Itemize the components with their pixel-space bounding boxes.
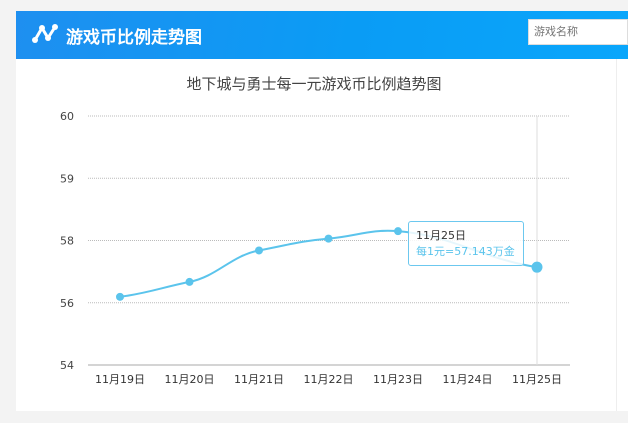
data-point (324, 234, 333, 243)
chart-tooltip: 11月25日 每1元=57.143万金 (408, 221, 524, 266)
x-tick-label: 11月24日 (443, 373, 493, 386)
game-name-search-input[interactable] (528, 19, 628, 45)
data-point (185, 277, 194, 286)
page-title: 游戏币比例走势图 (66, 28, 202, 48)
header-bar: 游戏币比例走势图 (16, 11, 628, 59)
line-chart-icon (32, 24, 58, 43)
y-tick-label: 54 (60, 359, 74, 372)
x-tick-label: 11月22日 (304, 373, 354, 386)
tooltip-value: 每1元=57.143万金 (416, 245, 515, 258)
chart-title: 地下城与勇士每一元游戏币比例趋势图 (186, 75, 442, 93)
x-tick-label: 11月23日 (373, 373, 423, 386)
data-point (255, 246, 263, 255)
data-point (116, 292, 124, 301)
y-tick-label: 58 (60, 235, 74, 248)
data-point (394, 227, 402, 236)
y-tick-label: 60 (60, 110, 74, 123)
x-tick-label: 11月20日 (165, 373, 215, 386)
x-tick-label: 11月21日 (234, 373, 284, 386)
x-tick-label: 11月25日 (512, 373, 562, 386)
y-tick-label: 56 (60, 297, 74, 310)
side-panel (616, 59, 628, 411)
y-tick-label: 59 (60, 172, 74, 185)
tooltip-date: 11月25日 (416, 229, 466, 242)
data-point (531, 261, 543, 273)
x-tick-label: 11月19日 (95, 373, 145, 386)
